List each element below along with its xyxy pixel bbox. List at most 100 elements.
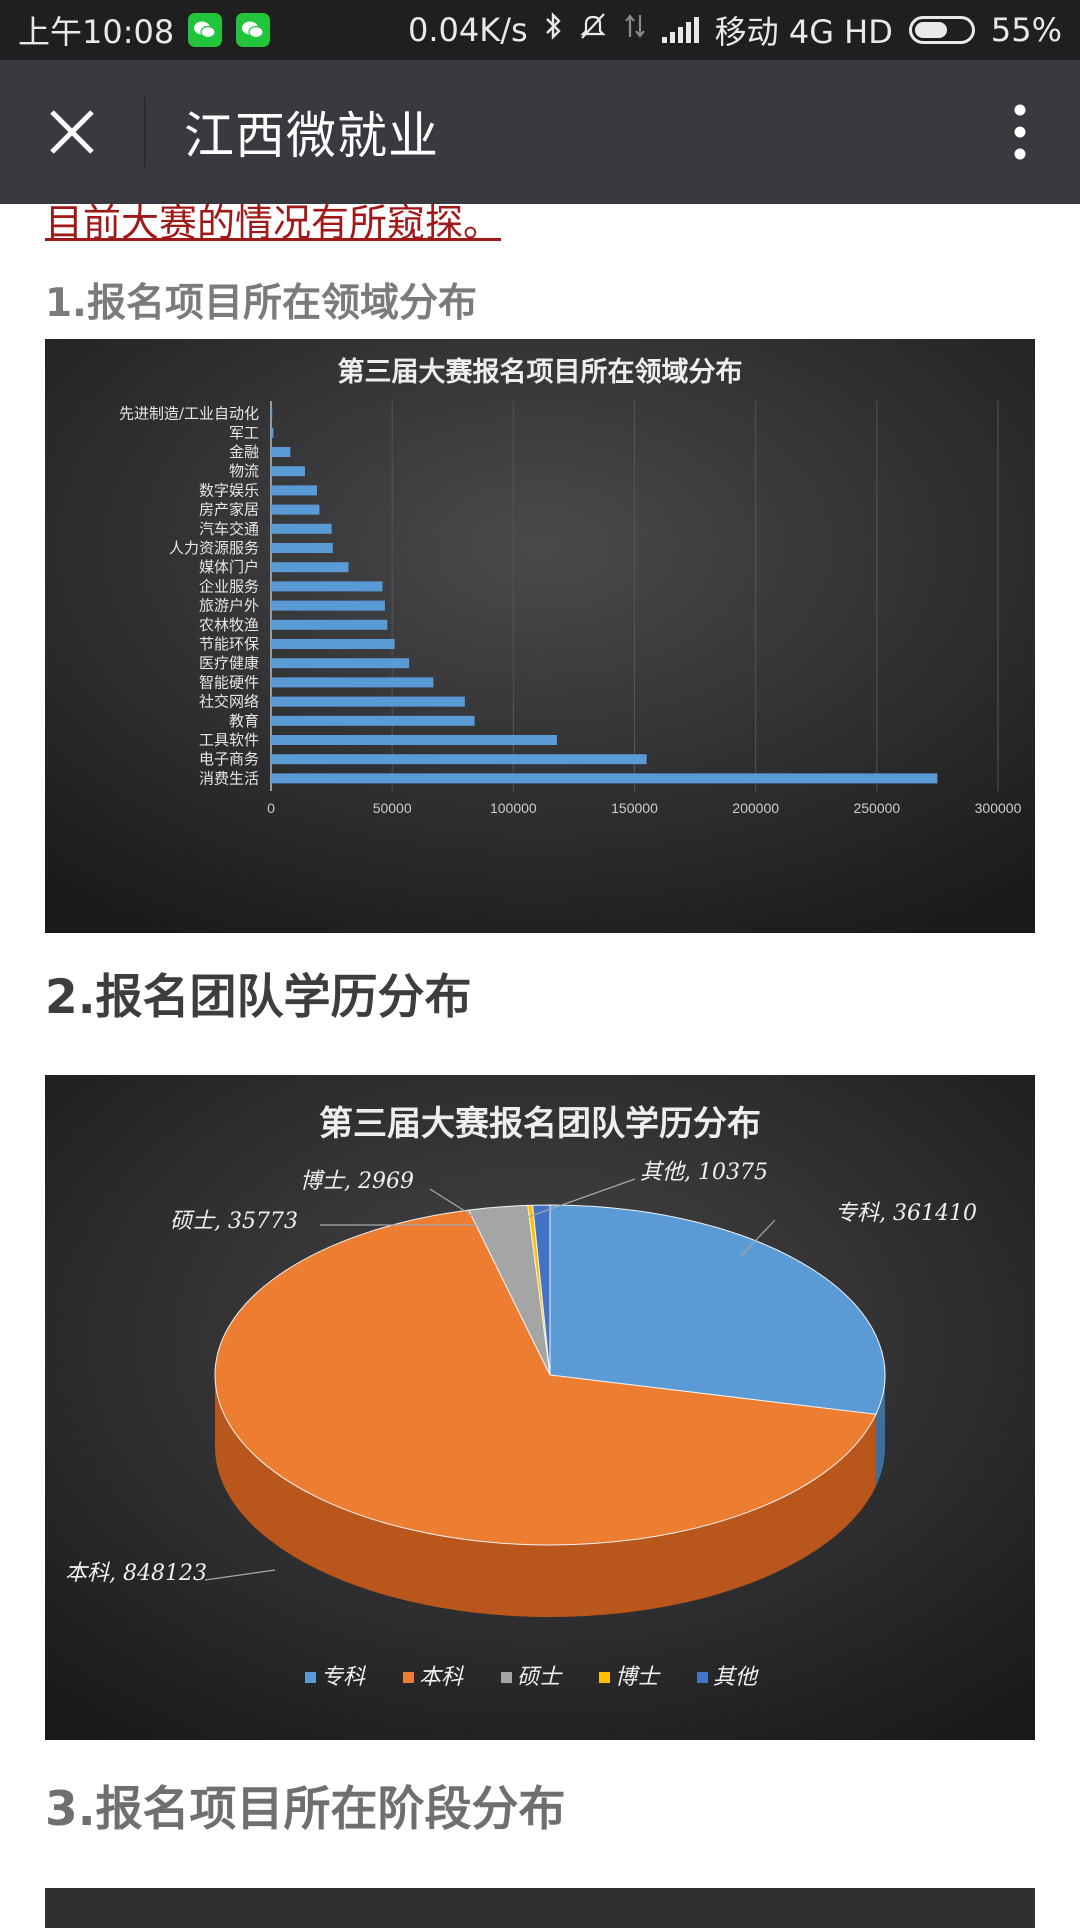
x-tick-label: 250000 — [853, 800, 900, 816]
category-label: 消费生活 — [199, 769, 259, 787]
category-label: 旅游户外 — [199, 597, 259, 615]
category-label: 数字娱乐 — [199, 481, 259, 499]
bar — [271, 581, 383, 592]
x-tick-label: 50000 — [373, 800, 412, 816]
education-distribution-chart: 第三届大赛报名团队学历分布 专科, 361410 本科, 848123 硕士, 35… — [45, 1075, 1035, 1740]
category-label: 社交网络 — [199, 693, 259, 711]
legend-swatch — [697, 1672, 708, 1683]
category-label: 军工 — [229, 424, 259, 442]
network-speed: 0.04K/s — [407, 11, 528, 49]
signal-strength-icon — [661, 17, 699, 43]
x-tick-label: 150000 — [611, 800, 658, 816]
category-label: 农林牧渔 — [199, 616, 259, 634]
status-time: 上午10:08 — [18, 13, 175, 51]
bar — [271, 427, 274, 438]
section-heading-3: 3.报名项目所在阶段分布 — [45, 1782, 566, 1837]
bar — [271, 504, 320, 515]
x-tick-label: 100000 — [490, 800, 537, 816]
x-tick-label: 300000 — [975, 800, 1022, 816]
pie-slice — [532, 1204, 551, 1376]
bar — [271, 677, 434, 688]
bar — [271, 543, 333, 553]
bar-chart-title: 第三届大赛报名项目所在领域分布 — [338, 356, 743, 388]
bar — [271, 466, 305, 477]
battery-icon — [908, 16, 975, 44]
bar — [271, 619, 388, 630]
legend-swatch — [599, 1672, 610, 1683]
category-label: 智能硬件 — [199, 673, 259, 691]
category-label: 节能环保 — [199, 635, 259, 653]
bar — [271, 600, 385, 611]
pie-data-label: 专科, 361410 — [835, 1201, 977, 1226]
bar — [271, 658, 410, 669]
carrier-label: 移动 4G HD — [714, 13, 893, 51]
data-transfer-icon — [624, 11, 646, 49]
status-bar: 上午10:08 0.04K/s 移动 4G HD 55% — [0, 0, 1080, 60]
title-bar: 江西微就业 — [0, 60, 1080, 204]
legend-label: 博士 — [615, 1665, 661, 1690]
title-divider — [144, 97, 146, 167]
silent-mode-icon — [578, 11, 608, 49]
category-label: 企业服务 — [199, 577, 259, 595]
category-label: 先进制造/工业自动化 — [119, 405, 259, 423]
category-label: 电子商务 — [199, 750, 259, 768]
bar — [271, 639, 395, 649]
bar — [271, 696, 465, 707]
category-label: 媒体门户 — [199, 558, 259, 576]
bar — [271, 523, 332, 534]
article-link[interactable]: 目前大赛的情况有所窥探。 — [45, 201, 502, 245]
more-vertical-icon — [1014, 104, 1026, 160]
leader-line — [429, 1188, 491, 1228]
wechat-notification-icon — [236, 13, 271, 47]
stage-distribution-chart — [45, 1888, 1035, 1928]
wechat-notification-icon — [188, 13, 223, 47]
legend-label: 专科 — [321, 1665, 367, 1690]
pie-data-label: 其他, 10375 — [640, 1160, 768, 1185]
bar — [271, 773, 938, 784]
category-label: 金融 — [229, 443, 259, 461]
close-button[interactable] — [0, 60, 144, 204]
x-tick-label: 0 — [267, 800, 275, 816]
pie-slice — [214, 1209, 877, 1546]
bar — [271, 562, 349, 573]
x-tick-label: 200000 — [732, 800, 779, 816]
category-label: 教育 — [229, 712, 259, 730]
category-label: 房产家居 — [199, 501, 259, 519]
field-distribution-chart: 第三届大赛报名项目所在领域分布 先进制造/工业自动化 军工 金融 物流 数字娱乐房产家居… — [45, 339, 1035, 933]
legend-swatch — [403, 1672, 414, 1683]
leader-line — [739, 1219, 776, 1258]
legend-label: 本科 — [419, 1665, 465, 1690]
legend-label: 硕士 — [517, 1665, 563, 1690]
bar — [271, 447, 291, 457]
section-heading-1: 1.报名项目所在领域分布 — [45, 281, 477, 326]
page-title: 江西微就业 — [184, 107, 439, 165]
category-label: 人力资源服务 — [169, 539, 259, 557]
bar — [271, 485, 318, 496]
pie-data-label: 硕士, 35773 — [170, 1209, 298, 1234]
legend-swatch — [501, 1672, 512, 1683]
pie-chart-svg: 第三届大赛报名团队学历分布 专科, 361410 本科, 848123 硕士, 35… — [45, 1075, 1035, 1740]
leader-line — [499, 1178, 636, 1228]
section-heading-2: 2.报名团队学历分布 — [45, 970, 472, 1025]
pie-slice-side — [215, 1375, 876, 1617]
bar — [271, 715, 475, 726]
pie-data-label: 本科, 848123 — [65, 1561, 207, 1586]
pie-chart-title: 第三届大赛报名团队学历分布 — [319, 1104, 761, 1144]
pie-data-label: 博士, 2969 — [300, 1169, 414, 1194]
battery-percent: 55% — [990, 11, 1062, 49]
close-icon — [50, 110, 94, 154]
category-label: 医疗健康 — [199, 654, 259, 672]
bluetooth-icon — [544, 11, 562, 49]
more-options-button[interactable] — [960, 60, 1080, 204]
legend-swatch — [305, 1672, 316, 1683]
bar — [271, 754, 647, 765]
category-label: 物流 — [229, 462, 259, 480]
bar — [271, 735, 557, 745]
bar-chart-svg: 第三届大赛报名项目所在领域分布 先进制造/工业自动化军工金融物流数字娱乐房产家居… — [45, 339, 1035, 933]
leader-line — [204, 1569, 276, 1581]
legend-label: 其他 — [713, 1665, 759, 1690]
category-label: 工具软件 — [199, 731, 259, 749]
pie-slice — [549, 1204, 886, 1415]
category-label: 汽车交通 — [199, 520, 259, 538]
bar — [271, 408, 273, 419]
